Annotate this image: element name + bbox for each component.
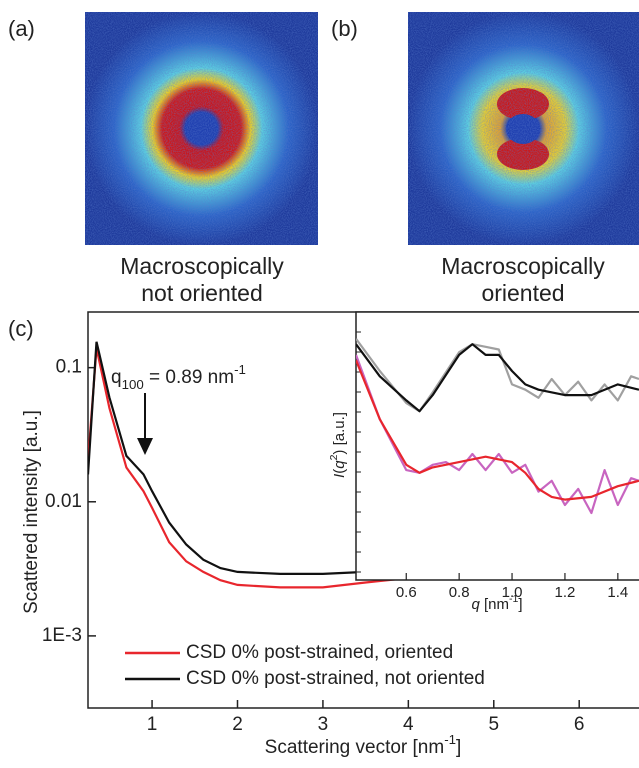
x-tick-label: 1.2 [555,584,576,601]
panel-label: (a) [8,16,35,41]
inset-plot-area [356,338,639,515]
y-tick-label: 0.01 [45,491,82,512]
annotation: q100 = 0.89 nm-1 [111,362,246,392]
data-line [356,343,639,413]
arrow-head [137,438,153,455]
text-part: 2 [328,454,340,460]
text-part: [nm [480,596,509,613]
y-axis-label: Scattered intensity [a.u.] [21,410,42,614]
inset-background [356,312,639,580]
caption: not oriented [141,280,262,306]
image-noise [408,12,639,245]
caption: Macroscopically [441,253,605,279]
text-part: ) [a.u.] [331,412,348,455]
text-part: q [471,596,480,613]
x-tick-label: 1.0 [502,584,523,601]
text-part: -1 [444,732,456,747]
x-tick-label: 6 [574,714,585,735]
text-part: ] [456,737,461,758]
inset-y-axis-label: I(q2) [a.u.] [328,412,348,478]
x-tick-label: 0.6 [396,584,417,601]
x-tick-label: 4 [403,714,414,735]
text-part: -1 [509,593,518,605]
text-part: -1 [234,362,246,377]
x-tick-label: 1 [147,714,158,735]
legend-label: CSD 0% post-strained, not oriented [186,668,485,689]
text-part: I [331,474,348,478]
x-tick-label: 1.4 [607,584,628,601]
y-tick-label: 1E-3 [42,625,82,646]
x-tick-label: 3 [318,714,329,735]
data-line [356,359,639,501]
text-part: = 0.89 nm [144,367,234,388]
inset-x-axis-label: q [nm-1] [471,593,522,613]
x-axis-label: Scattering vector [nm-1] [265,732,462,758]
text-part: ] [518,596,522,613]
caption: oriented [481,280,564,306]
text-part: q [111,367,122,388]
text-part: 100 [122,377,144,392]
x-tick-label: 2 [232,714,243,735]
panel-label: (c) [8,316,34,341]
x-tick-label: 5 [488,714,499,735]
legend-label: CSD 0% post-strained, oriented [186,642,453,663]
inset-frame [355,311,639,581]
panel-label: (b) [331,16,358,41]
x-tick-label: 0.8 [449,584,470,601]
image-noise [85,12,318,245]
text-part: Scattering vector [nm [265,737,445,758]
y-tick-label: 0.1 [56,357,82,378]
text-part: ( [331,469,348,474]
text-part: q [331,460,348,469]
caption: Macroscopically [120,253,284,279]
